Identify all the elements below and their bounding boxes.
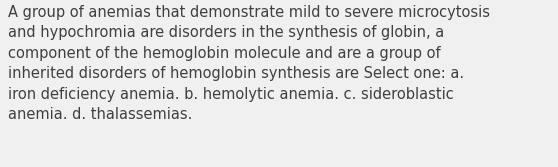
Text: A group of anemias that demonstrate mild to severe microcytosis
and hypochromia : A group of anemias that demonstrate mild… bbox=[8, 5, 490, 122]
